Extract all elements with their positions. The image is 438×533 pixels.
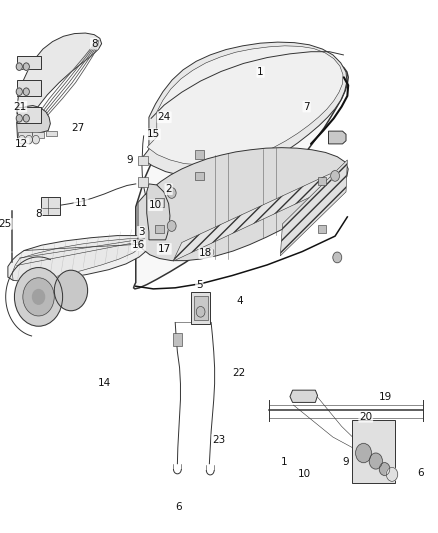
Text: 25: 25 (0, 219, 12, 229)
FancyBboxPatch shape (17, 56, 41, 69)
FancyBboxPatch shape (155, 198, 164, 207)
FancyBboxPatch shape (352, 420, 395, 483)
FancyBboxPatch shape (173, 333, 182, 346)
Text: 9: 9 (343, 457, 350, 467)
Text: 15: 15 (147, 130, 160, 139)
Circle shape (167, 188, 176, 198)
FancyBboxPatch shape (32, 132, 44, 138)
Circle shape (25, 135, 32, 144)
Circle shape (23, 63, 29, 70)
Circle shape (207, 248, 214, 256)
Text: 24: 24 (158, 112, 171, 122)
Text: 1: 1 (257, 67, 264, 77)
Circle shape (32, 289, 45, 304)
Text: 12: 12 (15, 139, 28, 149)
Polygon shape (280, 160, 347, 256)
Circle shape (14, 268, 63, 326)
Text: 4: 4 (237, 296, 244, 306)
FancyBboxPatch shape (318, 225, 326, 233)
Text: 10: 10 (298, 470, 311, 479)
Text: 6: 6 (175, 503, 182, 512)
Text: 16: 16 (132, 240, 145, 250)
Circle shape (32, 135, 39, 144)
Text: 14: 14 (98, 378, 111, 387)
FancyBboxPatch shape (17, 107, 41, 123)
Polygon shape (12, 239, 144, 281)
Text: 22: 22 (232, 368, 245, 378)
Polygon shape (134, 64, 348, 289)
Text: 20: 20 (359, 412, 372, 422)
Text: 10: 10 (149, 200, 162, 210)
FancyBboxPatch shape (18, 132, 32, 139)
Polygon shape (147, 184, 170, 240)
Text: 3: 3 (138, 227, 145, 237)
Circle shape (23, 88, 29, 95)
FancyBboxPatch shape (17, 80, 41, 96)
FancyBboxPatch shape (138, 156, 148, 165)
FancyBboxPatch shape (195, 150, 204, 159)
FancyBboxPatch shape (138, 177, 148, 187)
Text: 1: 1 (280, 457, 287, 467)
Polygon shape (173, 168, 343, 261)
FancyBboxPatch shape (194, 296, 208, 320)
FancyBboxPatch shape (195, 172, 204, 180)
Text: 21: 21 (13, 102, 26, 111)
Circle shape (16, 63, 22, 70)
Text: 17: 17 (158, 244, 171, 254)
FancyBboxPatch shape (191, 292, 210, 324)
FancyBboxPatch shape (41, 197, 60, 215)
Circle shape (333, 252, 342, 263)
Polygon shape (141, 42, 347, 176)
Circle shape (167, 221, 176, 231)
Text: 5: 5 (196, 280, 203, 290)
Text: 27: 27 (71, 123, 85, 133)
Circle shape (23, 115, 29, 122)
Text: 7: 7 (303, 102, 310, 111)
Polygon shape (8, 236, 150, 281)
Circle shape (331, 171, 339, 181)
Circle shape (369, 453, 382, 469)
Circle shape (18, 135, 25, 144)
Polygon shape (138, 148, 348, 261)
Circle shape (196, 306, 205, 317)
Text: 11: 11 (74, 198, 88, 207)
Text: 2: 2 (165, 184, 172, 194)
Text: 9: 9 (126, 155, 133, 165)
Text: 8: 8 (35, 209, 42, 219)
Circle shape (386, 467, 398, 481)
Text: 19: 19 (379, 392, 392, 402)
Polygon shape (147, 46, 343, 165)
Text: 6: 6 (417, 469, 424, 478)
FancyBboxPatch shape (318, 177, 326, 185)
Polygon shape (17, 33, 102, 133)
Polygon shape (328, 131, 346, 144)
Circle shape (379, 463, 390, 475)
Polygon shape (17, 106, 50, 139)
Text: 18: 18 (199, 248, 212, 258)
Circle shape (16, 88, 22, 95)
FancyBboxPatch shape (46, 131, 57, 136)
Circle shape (16, 115, 22, 122)
FancyBboxPatch shape (155, 225, 164, 233)
Text: 8: 8 (91, 39, 98, 49)
Circle shape (356, 443, 371, 463)
Circle shape (54, 270, 88, 311)
Polygon shape (290, 390, 318, 402)
Circle shape (23, 278, 54, 316)
Text: 23: 23 (212, 435, 226, 445)
